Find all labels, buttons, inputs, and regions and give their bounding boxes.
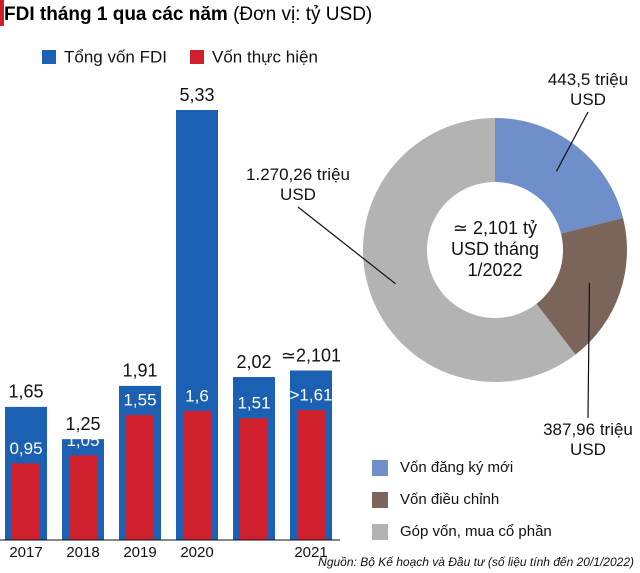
legend-label: Vốn thực hiện <box>212 47 318 66</box>
x-tick-label: 2019 <box>123 544 156 561</box>
value-label: ≃2,101 <box>281 345 341 365</box>
slice-label: 443,5 triệu USD <box>547 70 629 109</box>
donut-slice <box>363 118 576 383</box>
value-label: 1,65 <box>8 382 43 402</box>
value-label: >1,61 <box>289 386 332 405</box>
bar-realized <box>12 463 40 540</box>
chart-subtitle: (Đơn vị: tỷ USD) <box>233 4 373 25</box>
bar-realized <box>240 418 268 540</box>
bar-realized <box>126 414 154 540</box>
legend-swatch <box>372 460 388 476</box>
x-tick-label: 2021 <box>294 544 327 561</box>
bar-realized <box>183 410 211 540</box>
legend-swatch <box>190 50 204 64</box>
donut-slice <box>536 217 627 355</box>
bar-realized <box>69 455 97 540</box>
value-label: 1,51 <box>237 394 270 413</box>
bar-realized <box>297 410 325 540</box>
value-label: 5,33 <box>179 85 214 105</box>
value-label: 1,25 <box>65 414 100 434</box>
slice-label: 387,96 triệu USD <box>543 420 633 459</box>
value-label: 1,05 <box>66 431 99 450</box>
chart-title: FDI tháng 1 qua các năm <box>4 4 228 25</box>
slice-label: 1.270,26 triệu USD <box>246 165 350 205</box>
x-tick-label: 2018 <box>66 544 99 561</box>
donut-slice <box>495 118 624 234</box>
source-note: Nguồn: Bộ Kế hoạch và Đầu tư (số liệu tí… <box>318 555 634 569</box>
value-label: 1,6 <box>185 386 209 405</box>
value-label: 1,55 <box>123 390 156 409</box>
legend-swatch <box>372 524 388 540</box>
leader-line <box>556 111 589 172</box>
legend-label: Vốn điều chỉnh <box>400 491 499 508</box>
x-tick-label: 2020 <box>180 544 213 561</box>
title-accent <box>0 0 4 26</box>
value-label: 2,02 <box>236 352 271 372</box>
legend-label: Tổng vốn FDI <box>64 47 167 66</box>
value-label: 1,91 <box>122 361 157 381</box>
legend-label: Góp vốn, mua cổ phần <box>400 523 552 540</box>
center-label: ≃ 2,101 tỷ USD tháng 1/2022 <box>450 218 540 280</box>
legend-label: Vốn đăng ký mới <box>400 459 513 476</box>
x-tick-label: 2017 <box>9 544 42 561</box>
leader-line <box>297 206 396 285</box>
legend-swatch <box>372 492 388 508</box>
value-label: 0,95 <box>9 439 42 458</box>
legend-swatch <box>42 50 56 64</box>
title-block: FDI tháng 1 qua các năm (Đơn vị: tỷ USD) <box>4 4 372 26</box>
leader-line <box>587 282 591 419</box>
